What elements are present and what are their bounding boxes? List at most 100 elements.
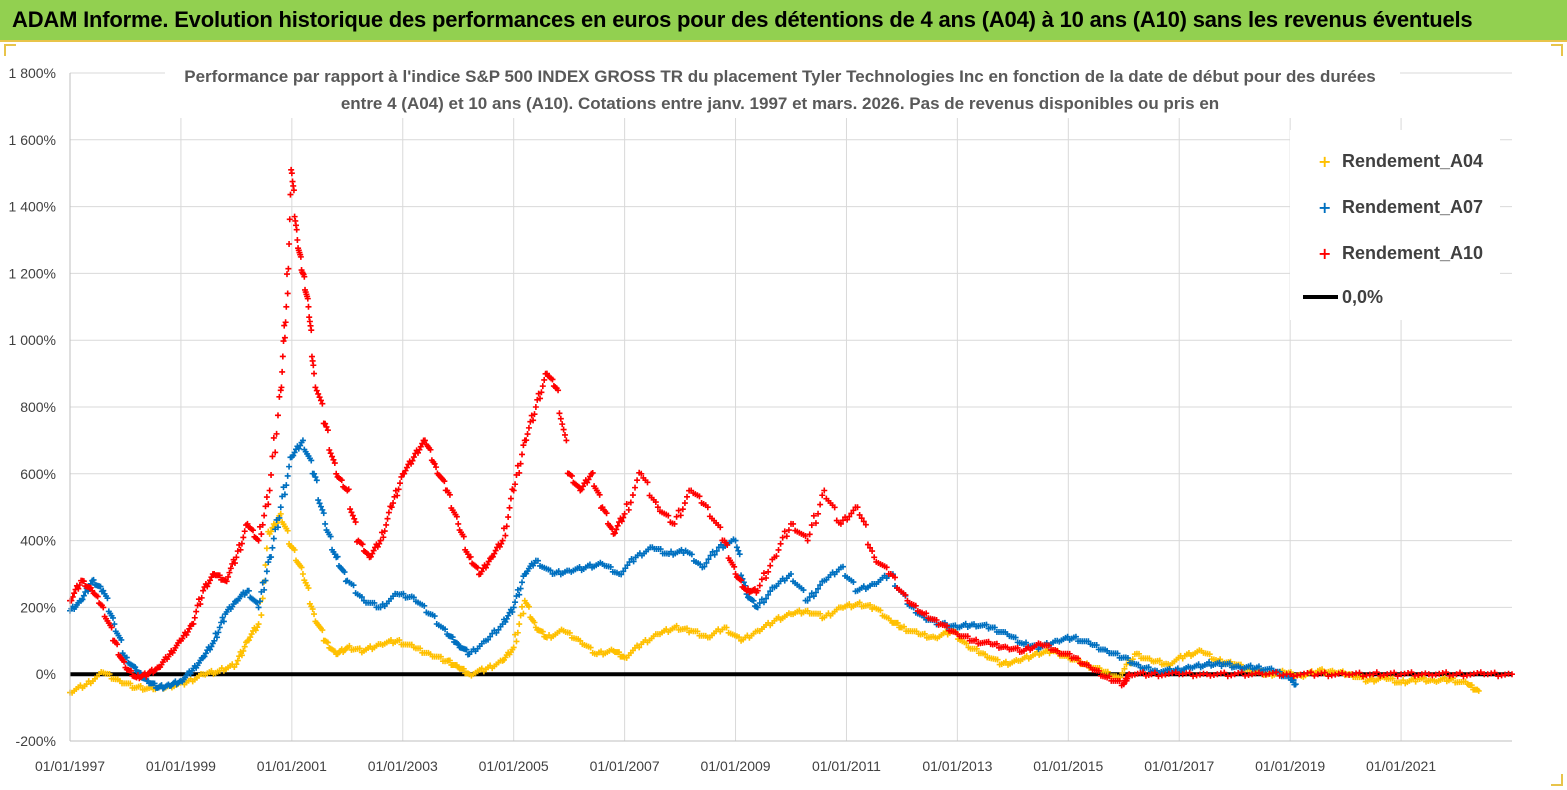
data-point bbox=[804, 597, 811, 604]
data-point bbox=[1401, 670, 1408, 677]
data-point bbox=[1093, 642, 1100, 649]
data-point bbox=[1165, 670, 1172, 677]
data-point bbox=[785, 527, 792, 534]
y-tick-label: 0% bbox=[36, 666, 56, 682]
data-point bbox=[287, 191, 294, 198]
data-point bbox=[1169, 669, 1176, 676]
data-point bbox=[703, 559, 710, 566]
data-point bbox=[516, 469, 523, 476]
data-point bbox=[381, 528, 388, 535]
data-point bbox=[1217, 670, 1224, 677]
data-point bbox=[1121, 665, 1128, 672]
data-point bbox=[735, 547, 742, 554]
data-point bbox=[846, 513, 853, 520]
data-point bbox=[1280, 672, 1287, 679]
series-Rendement_A10 bbox=[67, 166, 1515, 689]
data-point bbox=[349, 512, 356, 519]
data-point bbox=[517, 460, 524, 467]
data-point bbox=[312, 474, 319, 481]
data-point bbox=[854, 504, 861, 511]
data-point bbox=[220, 618, 227, 625]
data-point bbox=[118, 636, 125, 643]
x-tick-label: 01/01/2021 bbox=[1366, 758, 1436, 774]
data-point bbox=[1389, 675, 1396, 682]
data-point bbox=[616, 649, 623, 656]
data-point bbox=[396, 480, 403, 487]
data-point bbox=[327, 533, 334, 540]
data-point bbox=[266, 487, 273, 494]
data-point bbox=[1335, 670, 1342, 677]
data-point bbox=[207, 577, 214, 584]
data-point bbox=[208, 643, 215, 650]
data-point bbox=[1301, 670, 1308, 677]
data-point bbox=[1387, 670, 1394, 677]
data-point bbox=[100, 587, 107, 594]
data-point bbox=[630, 558, 637, 565]
data-point bbox=[484, 561, 491, 568]
data-point bbox=[733, 544, 740, 551]
data-point bbox=[1151, 669, 1158, 676]
data-point bbox=[186, 625, 193, 632]
data-point bbox=[233, 554, 240, 561]
data-point bbox=[128, 667, 135, 674]
data-point bbox=[385, 509, 392, 516]
data-point bbox=[1228, 672, 1235, 679]
data-point bbox=[817, 501, 824, 508]
data-point bbox=[277, 504, 284, 511]
data-point bbox=[765, 591, 772, 598]
data-point bbox=[513, 638, 520, 645]
data-point bbox=[964, 633, 971, 640]
data-point bbox=[1226, 660, 1233, 667]
data-point bbox=[657, 546, 664, 553]
data-point bbox=[777, 540, 784, 547]
data-point bbox=[1411, 672, 1418, 679]
data-point bbox=[467, 553, 474, 560]
data-point bbox=[1242, 672, 1249, 679]
data-point bbox=[763, 575, 770, 582]
data-point bbox=[76, 581, 83, 588]
data-point bbox=[433, 464, 440, 471]
data-point bbox=[839, 563, 846, 570]
data-point bbox=[252, 627, 259, 634]
data-point bbox=[137, 682, 144, 689]
data-point bbox=[1290, 673, 1297, 680]
data-point bbox=[463, 646, 470, 653]
data-point bbox=[684, 625, 691, 632]
data-point bbox=[305, 303, 312, 310]
data-point bbox=[80, 592, 87, 599]
data-point bbox=[237, 546, 244, 553]
data-point bbox=[79, 596, 86, 603]
data-point bbox=[586, 561, 593, 568]
data-point bbox=[611, 530, 618, 537]
data-point bbox=[1255, 663, 1262, 670]
data-point bbox=[319, 627, 326, 634]
data-point bbox=[654, 504, 661, 511]
data-point bbox=[240, 534, 247, 541]
data-point bbox=[568, 472, 575, 479]
data-point bbox=[1359, 673, 1366, 680]
data-point bbox=[1193, 672, 1200, 679]
data-point bbox=[525, 424, 532, 431]
data-point bbox=[313, 477, 320, 484]
data-point bbox=[1391, 669, 1398, 676]
data-point bbox=[211, 637, 218, 644]
x-tick-label: 01/01/2011 bbox=[812, 758, 881, 774]
data-point bbox=[711, 551, 718, 558]
data-point bbox=[738, 577, 745, 584]
data-point bbox=[279, 353, 286, 360]
data-point bbox=[625, 506, 632, 513]
data-point bbox=[241, 528, 248, 535]
data-point bbox=[505, 612, 512, 619]
data-point bbox=[348, 509, 355, 516]
data-point bbox=[1339, 669, 1346, 676]
data-point bbox=[223, 578, 230, 585]
data-point bbox=[1468, 682, 1475, 689]
data-point bbox=[665, 512, 672, 519]
data-point bbox=[97, 583, 104, 590]
data-point bbox=[788, 571, 794, 577]
data-point bbox=[1231, 671, 1238, 678]
data-point bbox=[281, 491, 288, 498]
data-point bbox=[506, 504, 513, 511]
data-point bbox=[1238, 669, 1245, 676]
data-point bbox=[193, 608, 200, 615]
